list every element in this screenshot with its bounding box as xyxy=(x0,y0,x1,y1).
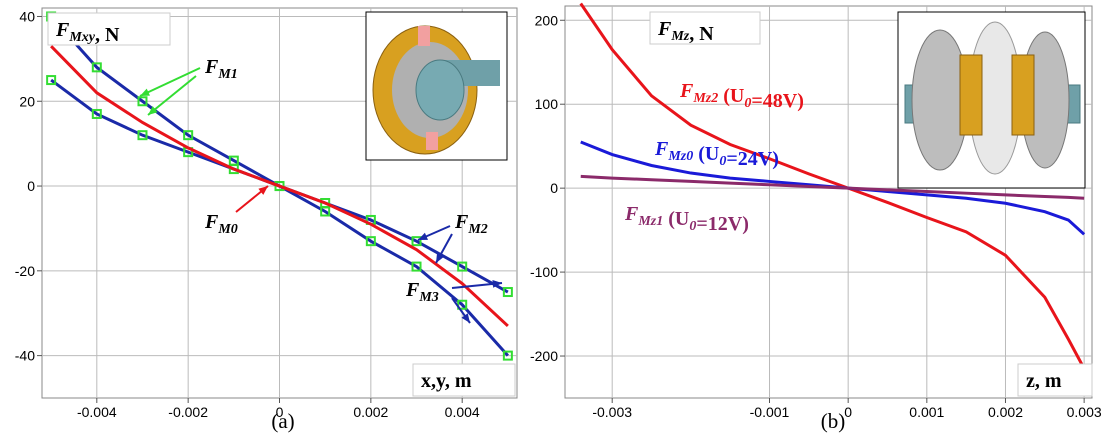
label-part: (U xyxy=(718,85,744,107)
y-tick-label: -20 xyxy=(15,263,35,279)
label-part: , N xyxy=(95,24,120,46)
y-tick-label: 0 xyxy=(550,180,558,196)
x-tick-label: 0.002 xyxy=(988,404,1023,420)
subscript: 0 xyxy=(689,219,696,234)
label-part: F xyxy=(204,211,219,233)
subscript: M3 xyxy=(418,290,438,305)
x-tick-label: 0 xyxy=(844,404,852,420)
illustration xyxy=(1012,55,1034,135)
subscript: Mz0 xyxy=(667,149,693,164)
subscript: Mz xyxy=(670,29,689,44)
subscript: Mz2 xyxy=(692,91,718,106)
y-tick-label: -40 xyxy=(15,348,35,364)
y-tick-label: 40 xyxy=(19,8,35,24)
label-part: F xyxy=(624,203,639,225)
label-part: F xyxy=(204,56,219,78)
x-tick-label: 0.002 xyxy=(353,404,388,420)
label-part: =48V) xyxy=(751,90,804,112)
y-tick-label: 100 xyxy=(535,96,559,112)
label-text: x,y, m xyxy=(421,370,472,392)
label-part: F xyxy=(657,18,672,40)
illustration xyxy=(418,26,430,46)
subscript: Mz1 xyxy=(637,214,663,229)
label-part: F xyxy=(654,138,669,160)
subscript: M1 xyxy=(217,67,237,82)
y-tick-label: 20 xyxy=(19,93,35,109)
x-tick-label: -0.002 xyxy=(168,404,208,420)
label-text: z, m xyxy=(1026,370,1062,392)
figure: -0.004-0.00200.0020.004-40-2002040FMxy, … xyxy=(0,0,1115,439)
y-tick-label: -100 xyxy=(530,264,558,280)
x-tick-label: -0.003 xyxy=(592,404,632,420)
subscript: 0 xyxy=(719,154,726,169)
caption: (a) xyxy=(271,409,294,433)
label-part: F xyxy=(405,279,420,301)
label-part: (U xyxy=(663,208,689,230)
label-part: =24V) xyxy=(726,148,779,170)
y-tick-label: 0 xyxy=(27,178,35,194)
subscript: 0 xyxy=(744,96,751,111)
label-part: x,y, m xyxy=(421,370,472,392)
y-tick-label: -200 xyxy=(530,348,558,364)
illustration xyxy=(416,60,464,120)
x-tick-label: 0.004 xyxy=(445,404,480,420)
label-part: F xyxy=(454,211,469,233)
label-part: F xyxy=(55,19,70,41)
x-tick-label: 0.001 xyxy=(909,404,944,420)
label-part: F xyxy=(679,80,694,102)
x-tick-label: -0.001 xyxy=(750,404,790,420)
label-part: =12V) xyxy=(696,213,749,235)
y-tick-label: 200 xyxy=(535,12,559,28)
illustration xyxy=(960,55,982,135)
x-tick-label: -0.004 xyxy=(77,404,117,420)
label-part: (U xyxy=(693,143,719,165)
subscript: M0 xyxy=(217,222,237,237)
x-tick-label: 0.003 xyxy=(1067,404,1102,420)
label-part: , N xyxy=(689,23,714,45)
label-part: z, m xyxy=(1026,370,1062,392)
illustration xyxy=(426,132,438,150)
subscript: Mxy xyxy=(68,30,95,45)
subscript: M2 xyxy=(467,222,487,237)
caption: (b) xyxy=(821,409,846,433)
